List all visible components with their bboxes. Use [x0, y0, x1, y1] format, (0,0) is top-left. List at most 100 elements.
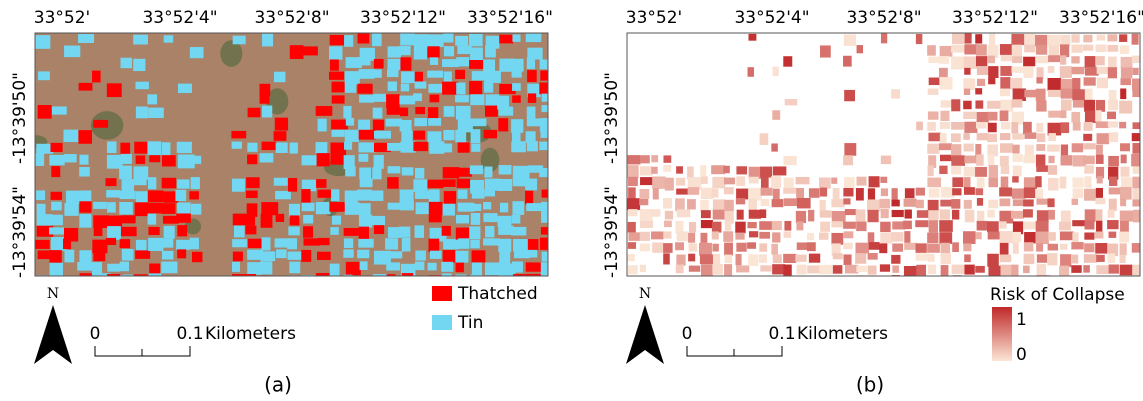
building	[399, 189, 414, 203]
building	[712, 176, 726, 189]
building	[1060, 78, 1074, 90]
building	[455, 167, 472, 177]
building	[1132, 199, 1140, 207]
building	[1107, 34, 1118, 42]
building	[245, 213, 256, 226]
building	[499, 251, 511, 265]
building	[1131, 276, 1138, 283]
building	[640, 177, 654, 186]
building	[711, 165, 726, 175]
building	[386, 107, 404, 115]
building	[525, 131, 536, 143]
building	[928, 77, 942, 86]
building	[772, 66, 779, 77]
building	[699, 254, 714, 265]
x-tick-label: 33°52'16"	[1059, 8, 1143, 28]
building	[1084, 220, 1095, 230]
building	[358, 69, 375, 79]
building	[927, 111, 939, 120]
building	[736, 242, 747, 252]
building	[783, 275, 795, 276]
building	[999, 143, 1014, 153]
legend-label: Tin	[457, 313, 483, 333]
building	[1035, 56, 1049, 64]
building	[819, 187, 828, 197]
building	[1000, 165, 1010, 175]
building	[1047, 177, 1059, 191]
building	[49, 250, 62, 265]
building	[232, 213, 247, 226]
building	[1012, 144, 1020, 154]
building	[357, 189, 372, 201]
building	[358, 129, 376, 140]
scale-end: 0.1	[768, 324, 795, 344]
building	[1084, 243, 1095, 253]
building	[796, 188, 805, 200]
building	[1036, 44, 1048, 55]
building	[50, 275, 66, 276]
building	[455, 262, 464, 273]
building	[539, 118, 548, 132]
building	[231, 130, 247, 139]
building	[1048, 155, 1055, 164]
building	[795, 176, 810, 185]
building	[1012, 165, 1022, 177]
building	[1071, 143, 1084, 153]
building	[443, 106, 455, 117]
building	[700, 264, 713, 276]
building	[819, 210, 832, 218]
building	[413, 47, 428, 60]
building	[784, 220, 792, 231]
building	[916, 264, 927, 276]
building	[796, 264, 807, 275]
building	[736, 166, 748, 175]
building	[940, 187, 955, 198]
building	[700, 220, 713, 229]
building	[539, 82, 548, 95]
building	[511, 141, 526, 153]
building	[1131, 133, 1140, 142]
building	[795, 275, 807, 276]
building	[526, 57, 536, 69]
building	[1083, 77, 1096, 86]
building	[747, 221, 757, 229]
building	[232, 239, 247, 248]
building	[119, 239, 131, 249]
building	[688, 253, 696, 262]
building	[771, 199, 784, 208]
building	[639, 188, 650, 199]
building	[1108, 56, 1117, 70]
building	[442, 179, 456, 187]
building	[771, 176, 782, 188]
building	[541, 105, 548, 113]
building	[1036, 67, 1044, 80]
building	[247, 249, 263, 260]
building	[748, 166, 762, 179]
building	[1084, 110, 1099, 123]
building	[331, 81, 348, 93]
building	[1096, 77, 1108, 89]
building	[79, 214, 92, 228]
building	[1132, 176, 1140, 189]
building	[1059, 221, 1071, 231]
building	[399, 107, 409, 117]
building	[676, 166, 683, 174]
building	[928, 132, 942, 142]
building	[1071, 254, 1079, 264]
building	[880, 188, 888, 197]
building	[344, 81, 357, 93]
building	[442, 143, 453, 153]
building	[177, 249, 187, 259]
building	[427, 107, 439, 119]
building	[880, 232, 893, 244]
building	[928, 155, 937, 169]
building	[133, 166, 149, 180]
building	[1108, 231, 1117, 238]
building	[952, 242, 959, 253]
building	[119, 165, 132, 180]
building	[844, 177, 855, 188]
building	[106, 154, 123, 169]
building	[987, 122, 997, 133]
building	[343, 274, 353, 276]
building	[1072, 188, 1084, 199]
